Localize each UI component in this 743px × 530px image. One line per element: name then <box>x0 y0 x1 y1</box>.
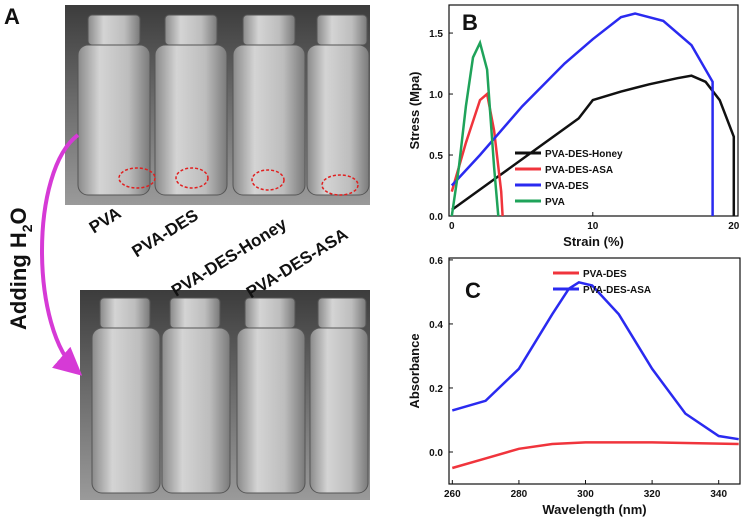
y-tick-label: 0.4 <box>429 320 443 331</box>
line-series <box>451 441 739 470</box>
vial-label: PVA-DES <box>129 206 202 261</box>
line-series <box>450 91 504 217</box>
y-tick-label: 0.6 <box>429 256 443 267</box>
legend-label: PVA-DES <box>583 269 627 280</box>
adding-text: Adding H <box>6 232 31 330</box>
x-tick-label: 340 <box>710 489 727 500</box>
panel-label: A <box>4 4 20 29</box>
legend-label: PVA <box>545 197 565 208</box>
adding-sub: 2 <box>19 224 35 232</box>
line-series <box>451 280 739 441</box>
adding-label: Adding H2O <box>6 207 35 330</box>
y-axis-label: Stress (Mpa) <box>407 71 422 149</box>
y-axis-label: Absorbance <box>407 333 422 408</box>
x-tick-label: 20 <box>728 221 740 232</box>
x-tick-label: 280 <box>511 489 528 500</box>
x-tick-label: 300 <box>577 489 594 500</box>
x-tick-label: 0 <box>449 221 455 232</box>
photo-bottom <box>80 290 370 500</box>
legend-label: PVA-DES-ASA <box>545 165 613 176</box>
vial-label: PVA <box>86 203 125 237</box>
legend-label: PVA-DES <box>545 181 589 192</box>
y-tick-label: 0.5 <box>429 151 443 162</box>
panel-label: C <box>465 278 481 303</box>
line-series <box>450 12 714 216</box>
legend-label: PVA-DES-Honey <box>545 149 623 160</box>
line-series <box>451 74 736 216</box>
y-tick-label: 0.0 <box>429 448 443 459</box>
plot-frame <box>448 4 739 217</box>
arrow <box>40 133 83 376</box>
y-tick-label: 0.2 <box>429 384 443 395</box>
photo-top <box>65 5 370 205</box>
line-series <box>450 39 500 217</box>
plot-frame <box>448 257 741 485</box>
panel-label: B <box>462 10 478 35</box>
y-tick-label: 1.0 <box>429 90 443 101</box>
adding-text: O <box>6 207 31 224</box>
x-tick-label: 260 <box>444 489 461 500</box>
legend-label: PVA-DES-ASA <box>583 285 651 296</box>
x-axis-label: Wavelength (nm) <box>542 502 646 517</box>
x-axis-label: Strain (%) <box>563 234 624 249</box>
y-tick-label: 0.0 <box>429 212 443 223</box>
x-tick-label: 320 <box>644 489 661 500</box>
y-tick-label: 1.5 <box>429 29 443 40</box>
x-tick-label: 10 <box>587 221 599 232</box>
